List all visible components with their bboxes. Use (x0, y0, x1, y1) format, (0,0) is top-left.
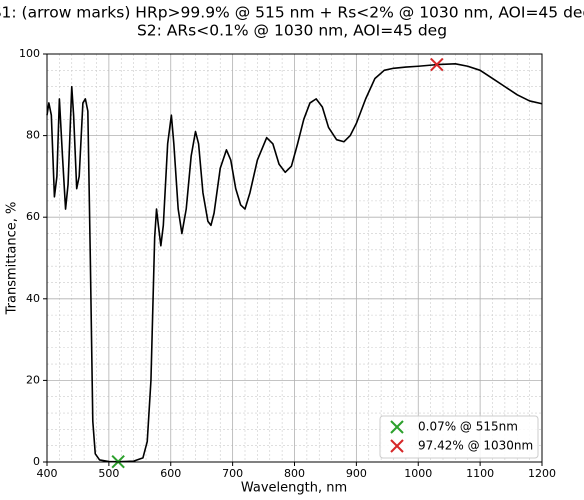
axes-frame (46, 53, 543, 463)
legend-box (379, 415, 539, 459)
marker (430, 57, 444, 72)
chart-title: S1: (arrow marks) HRp>99.9% @ 515 nm + R… (0, 4, 584, 22)
x-tick-label: 700 (222, 467, 243, 480)
legend-label: 0.07% @ 515nm (418, 420, 518, 434)
cross-stroke (430, 57, 444, 72)
y-tick-label: 40 (26, 292, 40, 305)
y-tick-label: 100 (19, 47, 40, 60)
x-tick-label: 800 (284, 467, 305, 480)
x-tick-label: 1000 (404, 467, 432, 480)
x-axis-label: Wavelength, nm (241, 481, 347, 496)
x-tick-label: 900 (346, 467, 367, 480)
y-tick-label: 20 (26, 373, 40, 386)
x-tick-label: 400 (37, 467, 58, 480)
cross-stroke (390, 439, 404, 453)
x-tick-label: 1100 (466, 467, 494, 480)
cross-stroke (390, 420, 404, 434)
legend-label: 97.42% @ 1030nm (418, 439, 533, 453)
x-tick-label: 600 (160, 467, 181, 480)
x-tick-label: 1200 (528, 467, 556, 480)
y-tick-label: 0 (33, 455, 40, 468)
data-line (46, 62, 543, 463)
x-tick-label: 500 (98, 467, 119, 480)
y-tick-label: 60 (26, 210, 40, 223)
y-axis-label: Transmittance, % (5, 202, 20, 316)
legend-icon (390, 439, 404, 453)
chart-title: S2: ARs<0.1% @ 1030 nm, AOI=45 deg (137, 22, 447, 40)
y-tick-label: 80 (26, 129, 40, 142)
legend-icon (390, 420, 404, 434)
